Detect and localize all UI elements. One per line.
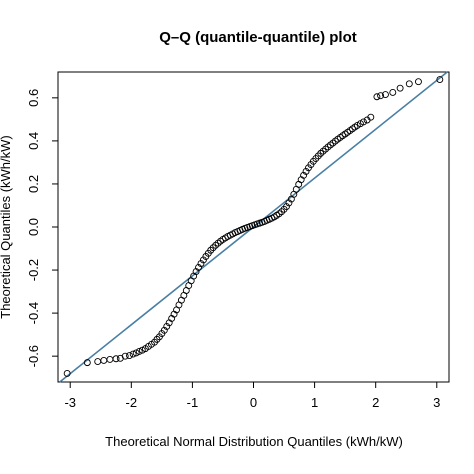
y-axis: -0.6 -0.4 -0.2 0.0 0.2 0.4 0.6 bbox=[26, 89, 58, 367]
qq-point bbox=[212, 241, 220, 249]
qq-point bbox=[209, 244, 217, 252]
qq-point bbox=[377, 92, 385, 100]
qq-point bbox=[163, 323, 171, 330]
y-tick-label: 0.2 bbox=[26, 175, 41, 193]
qq-point bbox=[382, 91, 389, 99]
qq-point bbox=[322, 145, 330, 153]
qq-point bbox=[283, 203, 290, 210]
qq-point bbox=[112, 355, 120, 363]
qq-point bbox=[389, 89, 397, 96]
qq-point bbox=[319, 147, 327, 155]
qq-point bbox=[405, 80, 413, 88]
x-tick-label: -3 bbox=[64, 395, 76, 410]
qq-point bbox=[129, 350, 137, 358]
x-tick-label: 3 bbox=[433, 395, 440, 410]
qq-point bbox=[300, 171, 308, 179]
qq-point bbox=[360, 118, 367, 126]
qq-point bbox=[195, 264, 202, 271]
reference-line-layer bbox=[59, 71, 448, 383]
y-tick-label: 0.6 bbox=[26, 89, 41, 107]
qq-point bbox=[436, 76, 444, 83]
y-tick-label: -0.2 bbox=[26, 259, 41, 281]
qq-point bbox=[197, 260, 205, 268]
qq-point bbox=[199, 256, 207, 264]
points-layer bbox=[63, 76, 444, 377]
y-axis-label: Theoretical Quantiles (kWh/kW) bbox=[0, 135, 13, 319]
x-tick-label: -1 bbox=[187, 395, 199, 410]
y-tick-label: 0.4 bbox=[26, 132, 41, 150]
qq-point bbox=[100, 357, 108, 364]
x-tick-label: -2 bbox=[126, 395, 138, 410]
qq-point bbox=[278, 208, 286, 216]
qq-point bbox=[367, 113, 375, 121]
qq-point bbox=[106, 355, 114, 363]
y-tick-label: 0.0 bbox=[26, 218, 41, 236]
qq-point bbox=[63, 369, 71, 377]
reference-line bbox=[59, 71, 448, 383]
qq-point bbox=[135, 347, 143, 355]
qq-point bbox=[396, 84, 404, 92]
x-tick-label: 2 bbox=[372, 395, 379, 410]
qq-point bbox=[285, 199, 293, 207]
y-tick-label: -0.6 bbox=[26, 345, 41, 367]
chart-title: Q–Q (quantile-quantile) plot bbox=[159, 29, 357, 46]
qq-point bbox=[160, 326, 168, 334]
x-tick-label: 1 bbox=[311, 395, 318, 410]
qq-point bbox=[302, 168, 310, 175]
qq-point bbox=[94, 358, 102, 365]
qq-point bbox=[126, 352, 133, 359]
qq-point bbox=[317, 149, 325, 157]
x-axis: -3 -2 -1 0 1 2 3 bbox=[64, 382, 440, 410]
qq-point bbox=[415, 78, 422, 86]
x-axis-label: Theoretical Normal Distribution Quantile… bbox=[105, 434, 403, 449]
qq-point bbox=[373, 93, 381, 101]
x-tick-label: 0 bbox=[250, 395, 257, 410]
qq-point bbox=[121, 352, 129, 360]
qq-point bbox=[83, 359, 91, 367]
y-tick-label: -0.4 bbox=[26, 302, 41, 324]
